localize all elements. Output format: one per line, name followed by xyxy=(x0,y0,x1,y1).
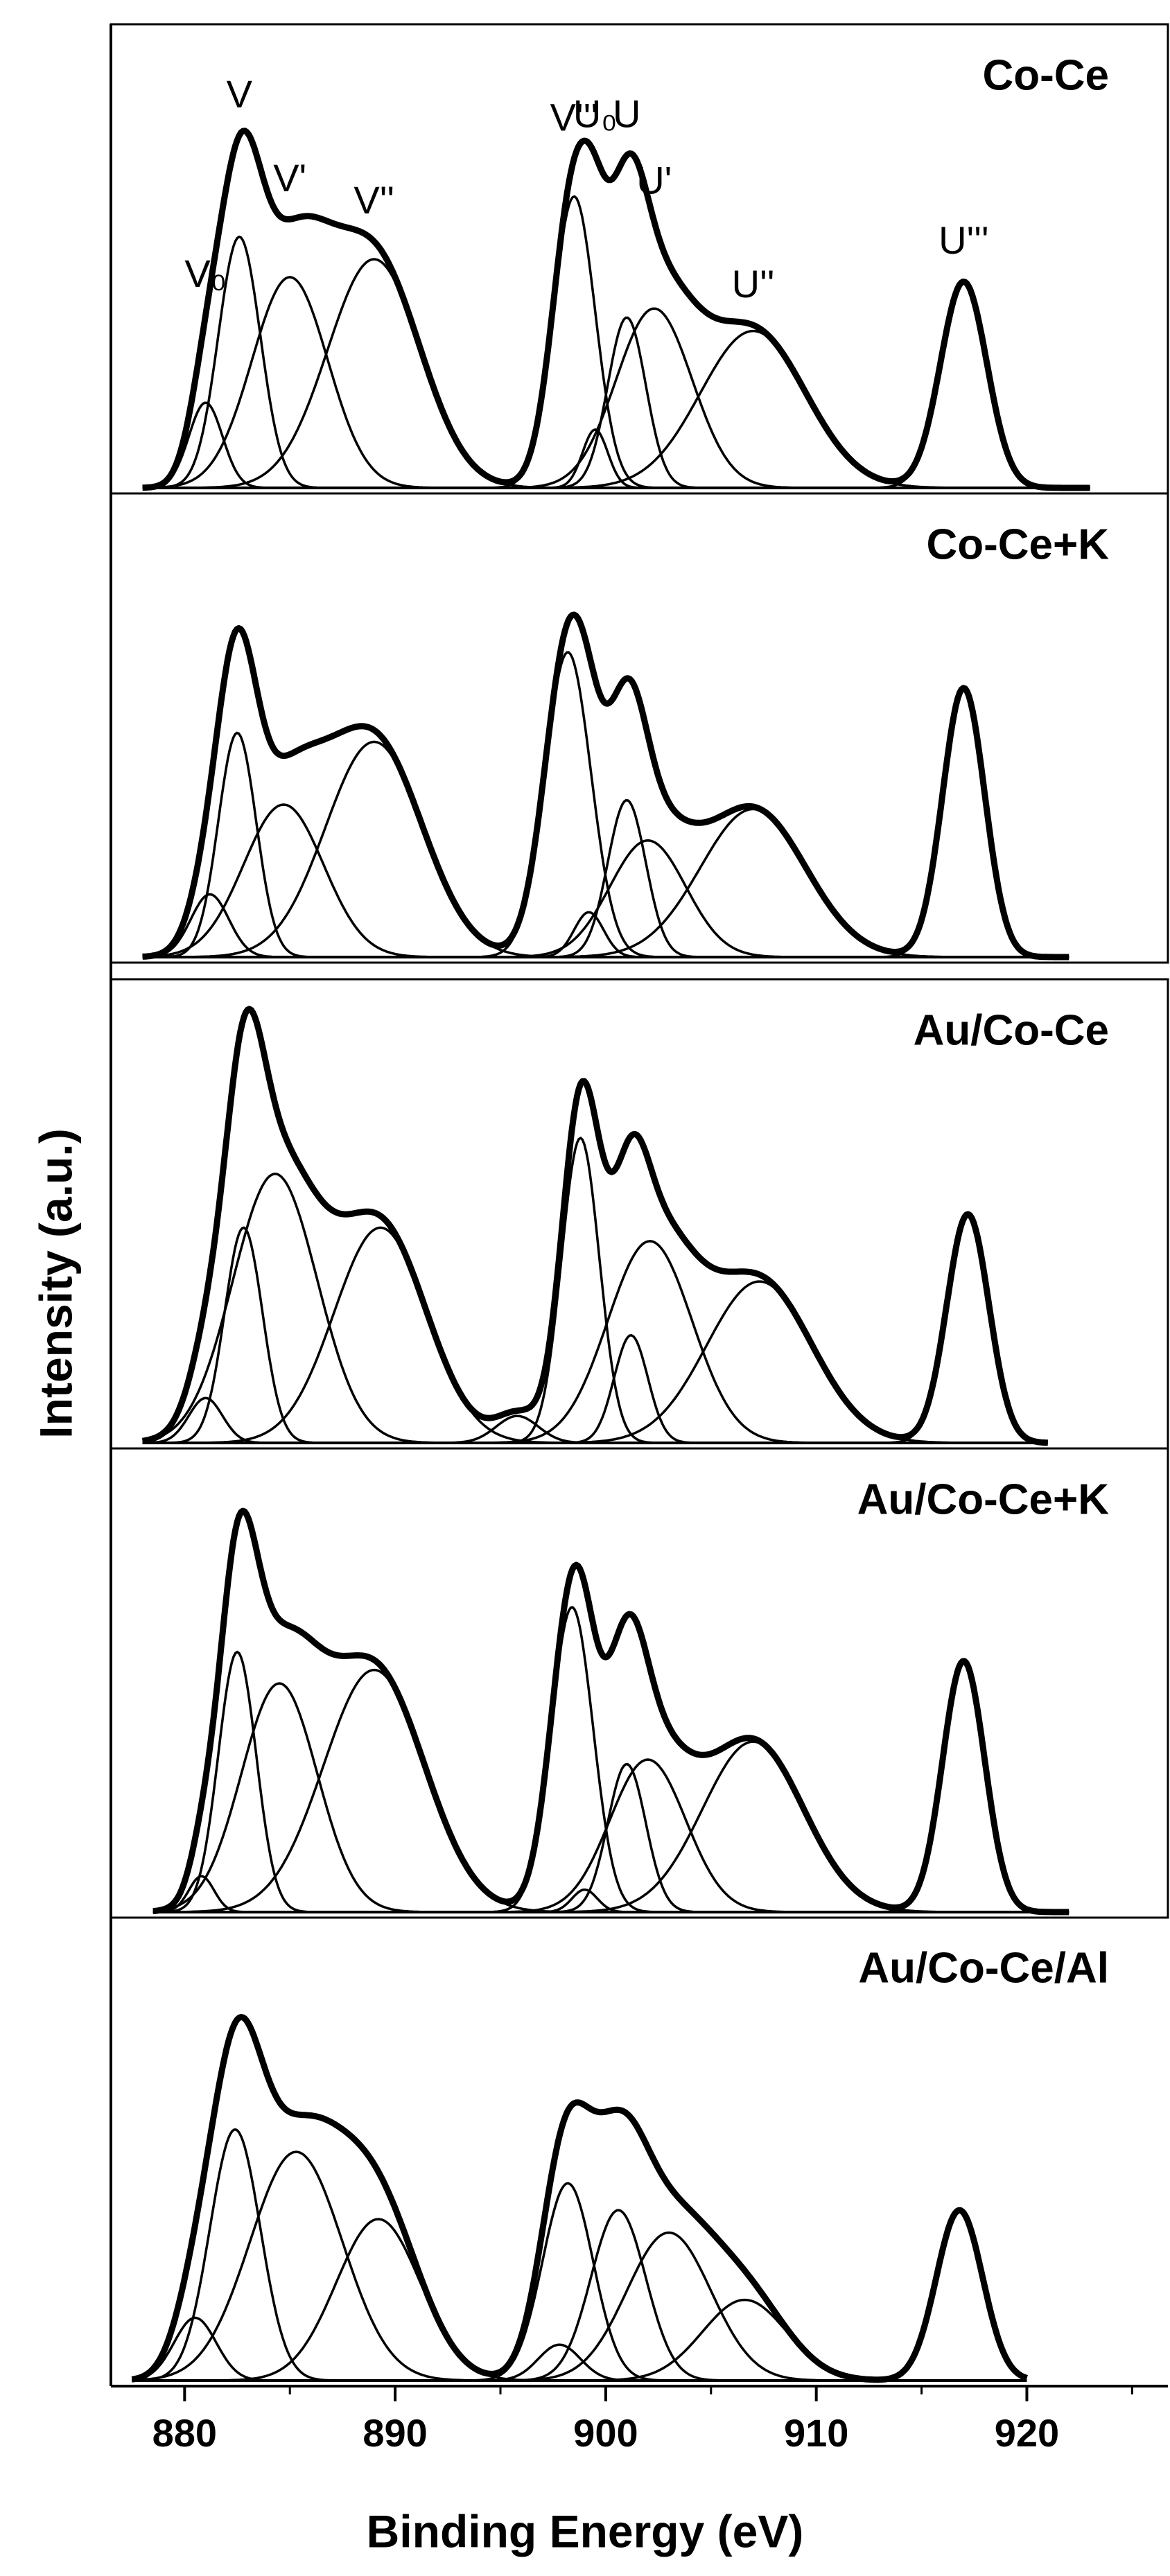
fit-component xyxy=(142,740,1069,958)
x-tick-label: 920 xyxy=(995,2411,1059,2455)
peak-label: V xyxy=(227,72,253,116)
fit-component xyxy=(142,686,1069,958)
fit-component xyxy=(142,428,1090,489)
peak-label: U' xyxy=(636,158,672,202)
fit-component xyxy=(142,1226,1048,1444)
peak-label: V''' xyxy=(550,95,598,139)
fit-component xyxy=(132,2209,1028,2382)
peak-label: U₀ xyxy=(573,92,618,136)
fit-component xyxy=(132,2316,1027,2382)
fit-component xyxy=(142,1136,1048,1444)
fit-component xyxy=(152,1668,1069,1913)
envelope xyxy=(141,611,1070,961)
panel-title: Au/Co-Ce xyxy=(914,1006,1109,1054)
fit-component xyxy=(142,1226,1048,1444)
peak-label: V' xyxy=(273,156,306,200)
fit-component xyxy=(152,1682,1069,1913)
panel-title: Co-Ce xyxy=(982,51,1109,99)
envelope xyxy=(151,1507,1071,1916)
x-tick-label: 910 xyxy=(784,2411,848,2455)
x-tick-label: 900 xyxy=(573,2411,638,2455)
envelope xyxy=(130,2014,1029,2383)
fit-component xyxy=(142,893,1069,958)
panel-title: Co-Ce+K xyxy=(926,520,1109,568)
fit-component xyxy=(142,1240,1048,1444)
x-tick-label: 890 xyxy=(363,2411,427,2455)
fit-component xyxy=(142,1333,1048,1444)
panel-title: Au/Co-Ce/Al xyxy=(858,1944,1109,1992)
panel-title: Au/Co-Ce+K xyxy=(857,1475,1110,1523)
fit-component xyxy=(132,2182,1027,2382)
peak-label: V₀ xyxy=(184,252,227,295)
peak-label: U''' xyxy=(938,218,989,262)
peak-label: U xyxy=(613,92,640,136)
fit-component xyxy=(142,1280,1048,1444)
fit-component xyxy=(132,2128,1027,2382)
fit-component xyxy=(142,911,1069,958)
y-axis-title: Intensity (a.u.) xyxy=(30,1128,81,1438)
fit-component xyxy=(132,2209,1027,2382)
peak-label: U'' xyxy=(732,262,775,306)
fit-component xyxy=(142,258,1090,489)
envelope xyxy=(141,128,1092,491)
fit-component xyxy=(142,839,1069,958)
fit-component xyxy=(142,1213,1048,1444)
peak-label: V'' xyxy=(353,178,394,222)
x-tick-label: 880 xyxy=(152,2411,217,2455)
x-axis-title: Binding Energy (eV) xyxy=(367,2505,804,2557)
fit-component xyxy=(152,1660,1069,1913)
fit-component xyxy=(132,2298,1027,2382)
envelope xyxy=(141,1006,1049,1446)
